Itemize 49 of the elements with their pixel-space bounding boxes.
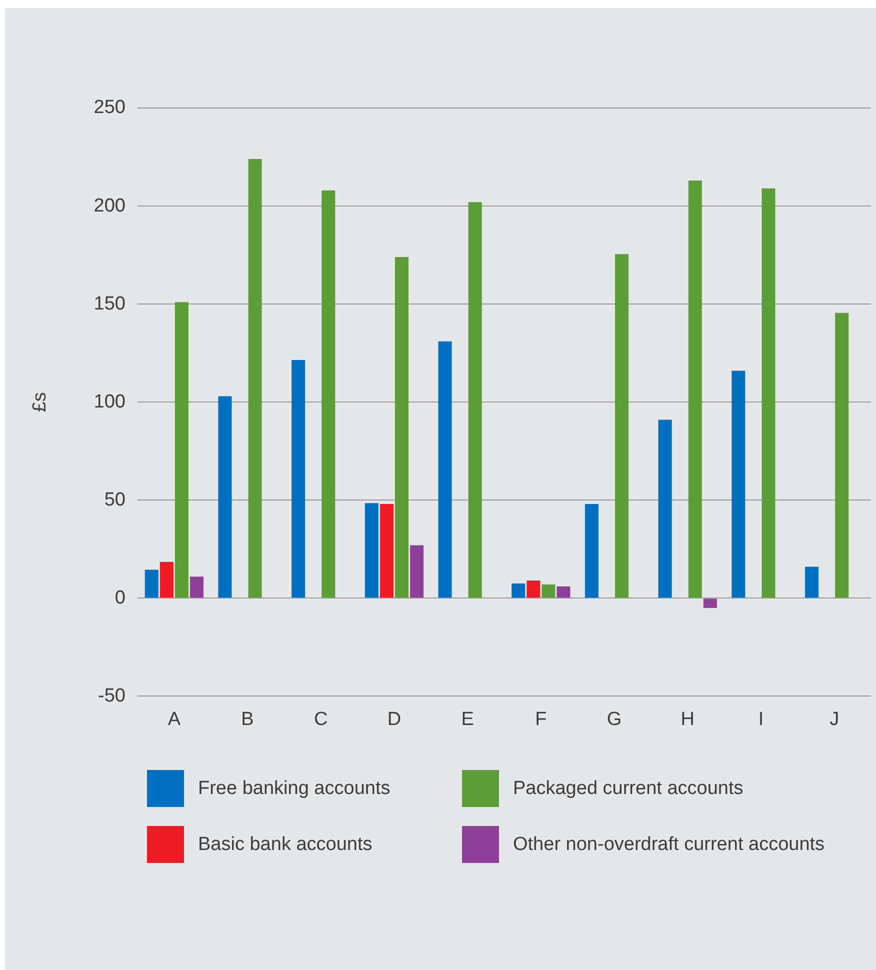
bar bbox=[438, 341, 452, 598]
bar bbox=[248, 158, 262, 598]
x-tick-label: B bbox=[241, 708, 254, 730]
bar bbox=[615, 254, 629, 598]
bar bbox=[762, 188, 776, 598]
bar bbox=[688, 180, 702, 598]
y-tick-label: 250 bbox=[94, 97, 126, 118]
y-tick-label: -50 bbox=[98, 685, 126, 706]
y-tick-label: 0 bbox=[114, 587, 126, 608]
x-tick-label: A bbox=[168, 708, 181, 730]
bar bbox=[512, 583, 526, 598]
bar bbox=[658, 420, 672, 598]
bar bbox=[190, 576, 204, 598]
y-tick-label: 150 bbox=[94, 293, 126, 314]
bar bbox=[556, 586, 570, 598]
y-axis-title: £s bbox=[30, 392, 51, 412]
bar bbox=[835, 312, 849, 598]
y-tick-label: 200 bbox=[94, 195, 126, 216]
bar bbox=[703, 598, 717, 608]
bar bbox=[144, 570, 158, 598]
bar bbox=[322, 190, 336, 598]
bar bbox=[218, 396, 232, 598]
bar bbox=[542, 584, 556, 598]
bar bbox=[160, 562, 174, 598]
x-tick-label: G bbox=[606, 708, 622, 730]
legend-label: Packaged current accounts bbox=[513, 778, 744, 800]
x-tick-label: E bbox=[461, 708, 474, 730]
bar bbox=[394, 257, 409, 598]
x-tick-label: H bbox=[680, 708, 694, 730]
bar bbox=[468, 202, 482, 598]
y-tick-label: 100 bbox=[94, 391, 126, 412]
bar bbox=[380, 504, 394, 598]
bar bbox=[805, 566, 819, 598]
bar bbox=[292, 360, 306, 598]
x-tick-label: D bbox=[387, 708, 402, 730]
x-tick-label: I bbox=[758, 708, 764, 730]
bar bbox=[526, 580, 540, 598]
x-tick-label: C bbox=[314, 708, 328, 730]
legend-label: Free banking accounts bbox=[198, 778, 390, 800]
y-tick-label: 50 bbox=[104, 489, 126, 510]
bar bbox=[410, 545, 424, 598]
bar bbox=[364, 503, 378, 598]
legend-label: Other non-overdraft current accounts bbox=[513, 834, 825, 856]
legend-label: Basic bank accounts bbox=[198, 834, 372, 856]
bar bbox=[584, 504, 598, 598]
bar bbox=[174, 302, 188, 598]
x-tick-label: J bbox=[830, 708, 840, 730]
x-tick-label: F bbox=[535, 708, 547, 730]
bar bbox=[732, 370, 746, 598]
